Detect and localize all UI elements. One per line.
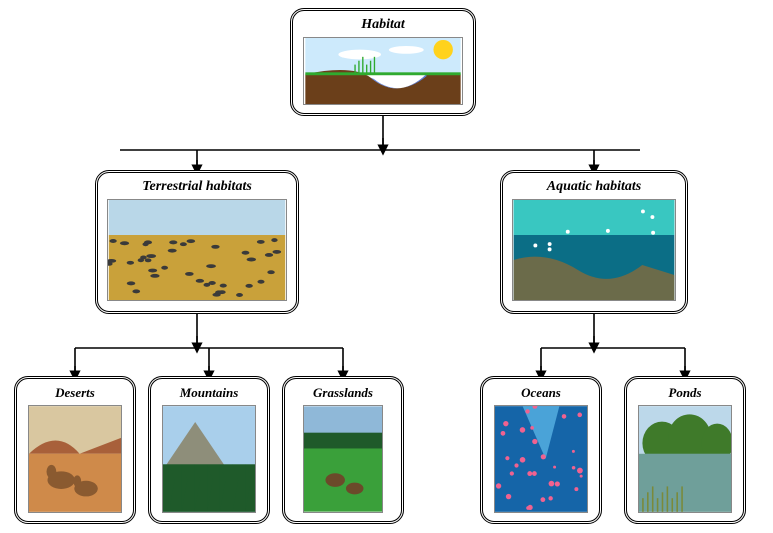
ponds-thumbnail xyxy=(638,405,732,513)
node-title: Deserts xyxy=(25,385,125,401)
node-ponds: Ponds xyxy=(624,376,746,524)
oceans-thumbnail xyxy=(494,405,588,513)
aquatic-thumbnail xyxy=(512,199,676,301)
habitat-thumbnail xyxy=(303,37,463,105)
node-terrestrial-habitats: Terrestrial habitats xyxy=(95,170,299,314)
node-deserts: Deserts xyxy=(14,376,136,524)
node-oceans: Oceans xyxy=(480,376,602,524)
node-title: Habitat xyxy=(301,17,465,33)
node-title: Grasslands xyxy=(293,385,393,401)
node-habitat: Habitat xyxy=(290,8,476,116)
grasslands-thumbnail xyxy=(303,405,383,513)
mountains-thumbnail xyxy=(162,405,256,513)
node-grasslands: Grasslands xyxy=(282,376,404,524)
node-title: Oceans xyxy=(491,385,591,401)
node-title: Terrestrial habitats xyxy=(106,179,288,195)
node-title: Mountains xyxy=(159,385,259,401)
node-mountains: Mountains xyxy=(148,376,270,524)
deserts-thumbnail xyxy=(28,405,122,513)
terrestrial-thumbnail xyxy=(107,199,287,301)
node-title: Aquatic habitats xyxy=(511,179,677,195)
node-title: Ponds xyxy=(635,385,735,401)
node-aquatic-habitats: Aquatic habitats xyxy=(500,170,688,314)
